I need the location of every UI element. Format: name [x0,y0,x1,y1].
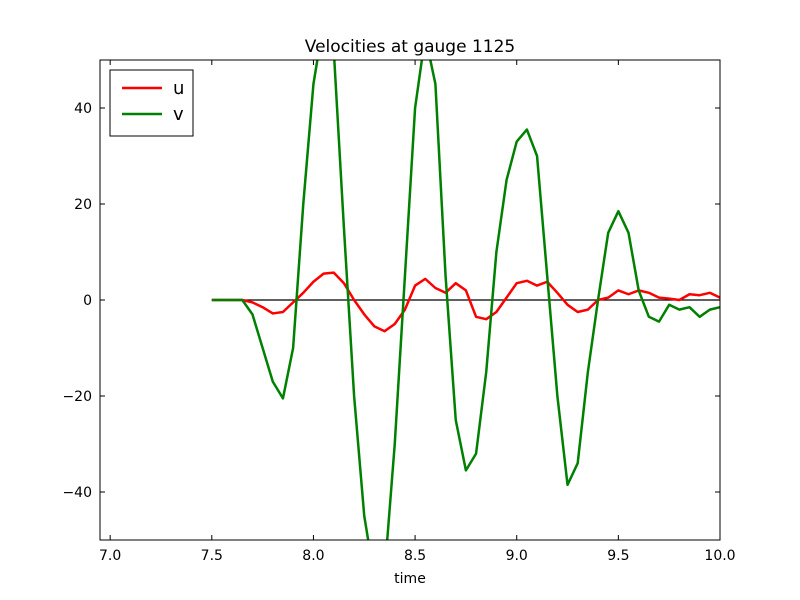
legend: uv [109,69,194,137]
x-tick-label: 8.0 [302,548,324,564]
x-tick-label: 9.0 [506,548,528,564]
y-tick-label: 20 [74,197,92,213]
chart-title: Velocities at gauge 1125 [305,37,515,57]
y-tick-label: 0 [83,293,92,309]
y-tick-label: −40 [62,485,92,501]
legend-label-u: u [173,78,184,99]
x-tick-label: 9.5 [607,548,629,564]
ticks-layer: 7.0 7.5 8.0 8.5 9.0 9.5 10.0 −40 −20 0 20 40 [62,60,736,564]
legend-frame [109,69,194,137]
series-line-u [211,271,720,333]
x-tick-label: 10.0 [704,548,735,564]
x-tick-label: 8.5 [404,548,426,564]
legend-label-v: v [173,104,184,125]
y-tick-label: 40 [74,101,92,117]
y-tick-label: −20 [62,389,92,405]
x-axis-label: time [394,571,426,587]
series-layer [211,60,720,540]
series-line-v [211,60,720,540]
x-tick-label: 7.0 [99,548,121,564]
x-tick-label: 7.5 [201,548,223,564]
